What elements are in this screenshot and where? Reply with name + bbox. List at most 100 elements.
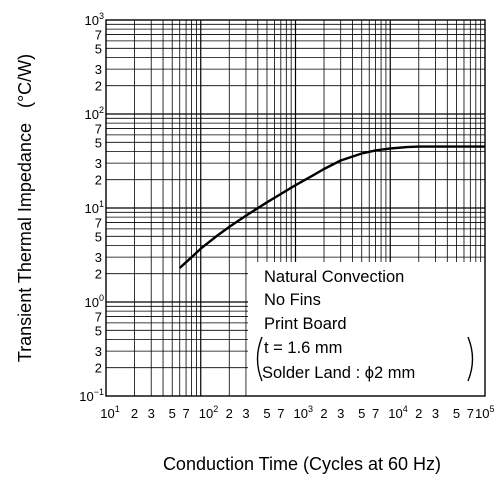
x-tick-label: 3 — [432, 406, 439, 421]
x-tick-label-exponent: 5 — [489, 404, 494, 414]
y-tick-label-exponent: 1 — [99, 199, 104, 209]
x-tick-label: 5 — [453, 406, 460, 421]
x-axis-label: Conduction Time (Cycles at 60 Hz) — [163, 454, 441, 474]
x-tick-label: 3 — [148, 406, 155, 421]
x-tick-label: 5 — [169, 406, 176, 421]
y-tick-label-base: 2 — [95, 361, 102, 376]
x-tick-label: 105 — [475, 404, 494, 421]
y-tick-label-base: 3 — [95, 62, 102, 77]
y-tick-label-base: 7 — [95, 216, 102, 231]
y-tick-label: 3 — [95, 156, 102, 171]
y-tick-label-base: 5 — [95, 41, 102, 56]
y-axis-label-text: Transient Thermal Impedance — [15, 123, 35, 362]
left-parenthesis — [256, 336, 263, 382]
x-tick-label: 2 — [415, 406, 422, 421]
y-tick-label-base: 10 — [85, 13, 99, 28]
x-tick-label-base: 7 — [182, 406, 189, 421]
y-tick-label: 7 — [95, 28, 102, 43]
x-tick-label-base: 10 — [199, 406, 213, 421]
x-tick-label: 7 — [277, 406, 284, 421]
x-tick-label: 3 — [242, 406, 249, 421]
y-tick-label: 102 — [85, 105, 104, 122]
y-tick-label: 7 — [95, 216, 102, 231]
y-tick-label-exponent: −1 — [94, 387, 104, 397]
x-tick-label-base: 3 — [148, 406, 155, 421]
x-tick-label-base: 2 — [226, 406, 233, 421]
y-tick-label-exponent: 2 — [99, 105, 104, 115]
x-tick-label-base: 10 — [388, 406, 402, 421]
x-tick-label-base: 7 — [277, 406, 284, 421]
x-tick-label-base: 10 — [100, 406, 114, 421]
y-tick-label: 10−1 — [79, 387, 104, 404]
x-tick-label-base: 10 — [475, 406, 489, 421]
y-axis-label: Transient Thermal Impedance (°C/W) — [15, 54, 35, 362]
y-tick-label-base: 10 — [85, 295, 99, 310]
conditions-box — [248, 262, 485, 396]
y-tick-label-base: 7 — [95, 122, 102, 137]
x-tick-label-base: 5 — [169, 406, 176, 421]
x-tick-label-base: 2 — [415, 406, 422, 421]
note-line-2: No Fins — [264, 291, 321, 309]
x-tick-label: 2 — [320, 406, 327, 421]
x-tick-label-base: 10 — [294, 406, 308, 421]
y-tick-label: 5 — [95, 323, 102, 338]
x-tick-label-exponent: 1 — [115, 404, 120, 414]
y-tick-label: 103 — [85, 11, 104, 28]
y-tick-label-base: 7 — [95, 310, 102, 325]
x-tick-label: 2 — [131, 406, 138, 421]
right-parenthesis — [467, 336, 474, 382]
x-tick-label: 2 — [226, 406, 233, 421]
x-tick-label-base: 7 — [467, 406, 474, 421]
y-tick-label: 5 — [95, 229, 102, 244]
y-tick-label: 3 — [95, 250, 102, 265]
y-tick-label-base: 10 — [85, 201, 99, 216]
note-line-1: Natural Convection — [264, 268, 404, 286]
x-tick-label: 101 — [100, 404, 119, 421]
conditions-text: Natural Convection No Fins Print Board t… — [262, 268, 415, 382]
x-tick-label-exponent: 4 — [403, 404, 408, 414]
y-tick-label-base: 3 — [95, 156, 102, 171]
x-tick-label-exponent: 3 — [308, 404, 313, 414]
x-tick-label-base: 2 — [131, 406, 138, 421]
x-tick-label: 7 — [467, 406, 474, 421]
note-line-4: t = 1.6 mm — [264, 339, 342, 357]
y-tick-label: 7 — [95, 310, 102, 325]
x-tick-label: 104 — [388, 404, 407, 421]
y-tick-label-base: 3 — [95, 250, 102, 265]
x-tick-label: 103 — [294, 404, 313, 421]
y-tick-label: 5 — [95, 135, 102, 150]
y-tick-label: 2 — [95, 173, 102, 188]
x-tick-label-base: 7 — [372, 406, 379, 421]
x-tick-label-base: 3 — [242, 406, 249, 421]
x-tick-label-base: 5 — [358, 406, 365, 421]
x-tick-label-base: 5 — [453, 406, 460, 421]
y-tick-label-base: 5 — [95, 229, 102, 244]
x-tick-label: 7 — [372, 406, 379, 421]
y-tick-label: 100 — [85, 293, 104, 310]
x-tick-label: 5 — [358, 406, 365, 421]
x-tick-label: 102 — [199, 404, 218, 421]
y-tick-label-exponent: 0 — [99, 293, 104, 303]
x-tick-label: 5 — [263, 406, 270, 421]
y-tick-label-base: 5 — [95, 323, 102, 338]
y-tick-label: 7 — [95, 122, 102, 137]
x-axis-ticks: 101 2 3 5 7 102 2 3 5 7 103 2 3 5 7 104 2 3 5 7 105 — [100, 404, 494, 421]
series-line-thermal-impedance — [178, 145, 485, 269]
x-tick-label-exponent: 2 — [213, 404, 218, 414]
x-tick-label-base: 3 — [432, 406, 439, 421]
y-tick-label-base: 2 — [95, 173, 102, 188]
y-tick-label: 3 — [95, 62, 102, 77]
y-tick-label-base: 10 — [85, 107, 99, 122]
y-tick-label: 2 — [95, 267, 102, 282]
y-tick-label-base: 5 — [95, 135, 102, 150]
x-tick-label: 7 — [182, 406, 189, 421]
y-tick-label: 2 — [95, 361, 102, 376]
x-tick-label-base: 5 — [263, 406, 270, 421]
plot-frame — [105, 19, 486, 397]
y-tick-label: 3 — [95, 344, 102, 359]
y-tick-label: 5 — [95, 41, 102, 56]
y-tick-label: 101 — [85, 199, 104, 216]
note-line-3: Print Board — [264, 315, 347, 333]
y-tick-label-base: 2 — [95, 79, 102, 94]
